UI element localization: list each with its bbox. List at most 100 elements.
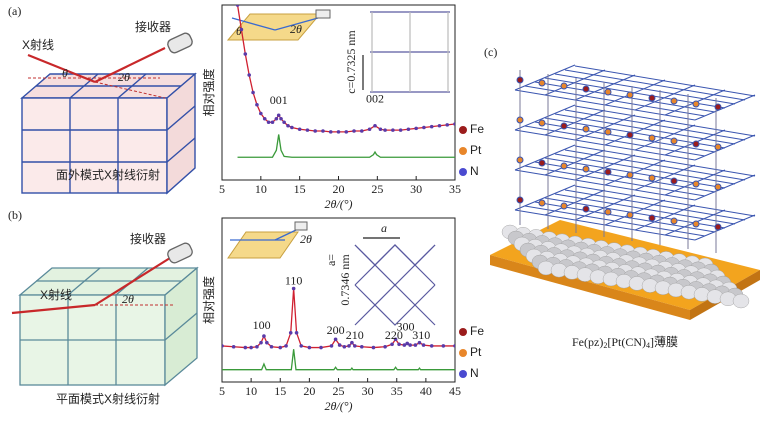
data-point — [222, 344, 224, 348]
inset-theta: θ — [236, 24, 242, 38]
framework-bond — [564, 69, 746, 101]
data-point — [276, 113, 281, 118]
data-point — [307, 345, 312, 350]
data-point — [278, 345, 283, 350]
inset-b — [227, 221, 436, 326]
x-tick-label: 5 — [219, 384, 225, 398]
atom — [560, 202, 568, 210]
schematic-a — [20, 32, 197, 195]
atom — [648, 214, 656, 222]
data-point — [282, 120, 286, 125]
atom — [692, 100, 700, 108]
data-point — [405, 341, 410, 346]
data-line — [222, 349, 455, 371]
atom — [714, 223, 722, 231]
atom — [626, 211, 634, 219]
framework-bond — [574, 145, 756, 177]
atom — [582, 125, 590, 133]
atom — [670, 137, 678, 145]
legend-label: Pt — [470, 143, 482, 157]
framework-bond — [694, 174, 756, 201]
x-tick-label: 5 — [219, 182, 225, 196]
data-point — [270, 120, 275, 125]
data-point — [279, 116, 283, 121]
peak-label: 110 — [285, 274, 303, 288]
data-point — [337, 343, 342, 347]
peak-label: 100 — [253, 318, 271, 332]
x-tick-label: 10 — [245, 384, 257, 398]
atom — [692, 180, 700, 188]
atom — [648, 174, 656, 182]
peak-label: 310 — [412, 328, 430, 342]
panel-label: (b) — [8, 208, 22, 222]
framework-bond — [634, 204, 696, 231]
x-tick-label: 25 — [333, 384, 345, 398]
atom — [582, 85, 590, 93]
x-tick-label: 30 — [362, 384, 374, 398]
framework-bond — [514, 144, 576, 171]
xray-label: X射线 — [40, 287, 72, 302]
framework-bond — [554, 73, 736, 105]
atom — [648, 94, 656, 102]
inset-a-eq: a= — [324, 254, 338, 266]
data-point — [429, 124, 434, 129]
framework-bond — [634, 164, 696, 191]
x-tick-label: 20 — [333, 182, 345, 196]
atom — [604, 128, 612, 136]
data-point — [319, 345, 323, 350]
atom — [560, 82, 568, 90]
receiver-label: 接收器 — [135, 19, 171, 34]
framework-bond — [554, 153, 736, 185]
inset-a — [226, 9, 450, 93]
caption-sub: 2 — [603, 341, 607, 350]
lattice-spacing: c=0.7325 nm — [344, 30, 358, 94]
atom — [516, 156, 524, 164]
x-axis-label: 2θ/(°) — [324, 197, 352, 211]
caption: 平面模式X射线衍射 — [56, 391, 160, 406]
legend-label: Pt — [470, 345, 482, 359]
data-point — [417, 340, 422, 345]
xray-label: X射线 — [22, 37, 54, 52]
atom — [560, 162, 568, 170]
atom — [626, 131, 634, 139]
atom — [670, 97, 678, 105]
x-tick-label: 35 — [391, 384, 403, 398]
atom — [538, 159, 546, 167]
lattice-spacing: 0.7346 nm — [338, 254, 352, 306]
framework-bond — [564, 189, 746, 221]
data-point — [344, 130, 349, 134]
data-point — [255, 344, 259, 349]
atom — [714, 183, 722, 191]
data-point — [441, 344, 446, 348]
framework-bond — [554, 113, 736, 145]
x-tick-label: 10 — [255, 182, 267, 196]
framework-bond — [634, 124, 696, 151]
data-point — [453, 344, 455, 348]
data-point — [291, 286, 296, 291]
peak-label: 001 — [270, 93, 288, 107]
legend-label: N — [470, 164, 479, 178]
caption: 面外模式X射线衍射 — [56, 167, 160, 182]
data-point — [393, 337, 398, 342]
caption-part: [Pt(CN) — [607, 335, 646, 349]
panel-label: (a) — [8, 4, 21, 18]
structure-caption: Fe(pz)2[Pt(CN)4]薄膜 — [572, 334, 678, 350]
caption-part: Fe(pz) — [572, 335, 603, 349]
framework-bond — [564, 109, 746, 141]
data-point — [383, 128, 387, 132]
data-point — [406, 127, 411, 132]
peak-label: 002 — [366, 91, 384, 105]
data-point — [378, 127, 383, 132]
atom — [604, 208, 612, 216]
data-point — [353, 344, 357, 348]
peak-label: 220 — [385, 328, 403, 342]
data-point — [328, 130, 333, 134]
atom — [516, 196, 524, 204]
data-point — [274, 116, 279, 121]
data-point — [235, 5, 240, 7]
data-point — [265, 340, 269, 345]
y-axis-label: 相对强度 — [201, 276, 216, 324]
data-point — [422, 125, 426, 130]
peak-label: 210 — [346, 328, 364, 342]
